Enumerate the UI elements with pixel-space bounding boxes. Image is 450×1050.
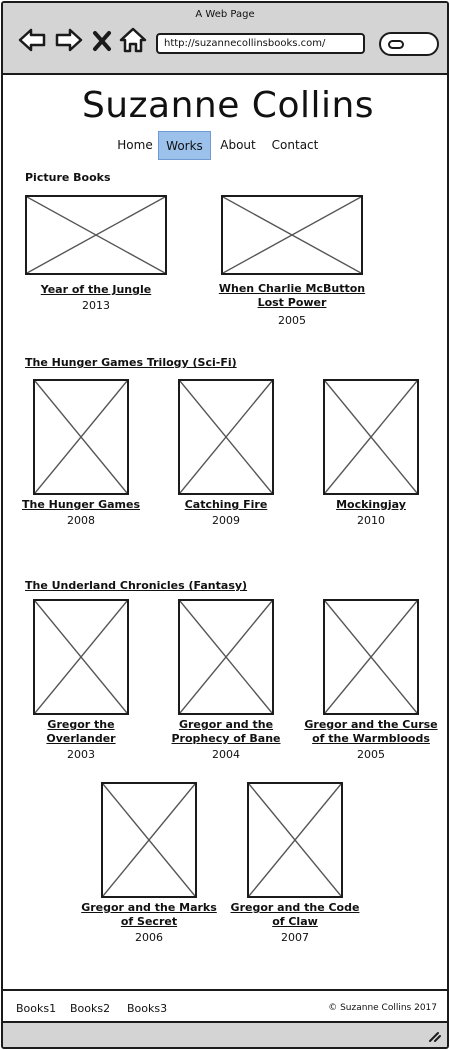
book-cover-placeholder[interactable] <box>178 379 274 495</box>
nav-about[interactable]: About <box>220 138 256 152</box>
image-placeholder-icon <box>103 784 195 896</box>
search-icon <box>388 40 404 49</box>
book-year: 2013 <box>82 299 110 312</box>
image-placeholder-icon <box>223 197 361 273</box>
footer-link-books3[interactable]: Books3 <box>127 1002 168 1015</box>
book-year: 2003 <box>67 748 95 761</box>
book-title-link[interactable]: Gregor and the Code of Claw <box>230 901 360 928</box>
nav-contact[interactable]: Contact <box>271 138 319 152</box>
book-title-link[interactable]: Gregor and the Curse of the Warmbloods <box>304 718 438 745</box>
book-cover-placeholder[interactable] <box>178 599 274 715</box>
search-field[interactable] <box>379 32 439 56</box>
image-placeholder-icon <box>325 381 417 493</box>
image-placeholder-icon <box>27 197 165 273</box>
book-title-link[interactable]: Catching Fire <box>184 498 268 511</box>
book-cover-placeholder[interactable] <box>33 599 129 715</box>
nav-home[interactable]: Home <box>117 138 153 152</box>
book-year: 2009 <box>212 514 240 527</box>
nav-works[interactable]: Works <box>158 131 211 160</box>
book-title-link[interactable]: Year of the Jungle <box>40 283 152 296</box>
book-cover-placeholder[interactable] <box>101 782 197 898</box>
forward-arrow-icon[interactable] <box>54 25 84 55</box>
close-x-icon[interactable] <box>90 25 114 55</box>
book-year: 2005 <box>278 314 306 327</box>
book-cover-placeholder[interactable] <box>33 379 129 495</box>
book-title-link[interactable]: When Charlie McButton Lost Power <box>218 282 366 309</box>
footer-link-books1[interactable]: Books1 <box>16 1002 57 1015</box>
book-cover-placeholder[interactable] <box>25 195 167 275</box>
book-year: 2004 <box>212 748 240 761</box>
status-bar <box>3 1023 447 1047</box>
book-year: 2006 <box>135 931 163 944</box>
section-heading-underland-chronicles[interactable]: The Underland Chronicles (Fantasy) <box>25 579 248 592</box>
book-year: 2008 <box>67 514 95 527</box>
image-placeholder-icon <box>249 784 341 896</box>
section-heading-hunger-games[interactable]: The Hunger Games Trilogy (Sci-Fi) <box>25 356 237 369</box>
main-nav: Home Works About Contact <box>3 131 447 160</box>
book-year: 2007 <box>281 931 309 944</box>
book-cover-placeholder[interactable] <box>221 195 363 275</box>
home-icon[interactable] <box>118 25 148 55</box>
image-placeholder-icon <box>325 601 417 713</box>
window-title: A Web Page <box>195 9 255 20</box>
book-title-link[interactable]: Gregor the Overlander <box>46 718 116 745</box>
url-input[interactable]: http://suzannecollinsbooks.com/ <box>156 33 365 54</box>
book-cover-placeholder[interactable] <box>247 782 343 898</box>
book-year: 2005 <box>357 748 385 761</box>
site-footer: Books1 Books2 Books3 © Suzanne Collins 2… <box>3 989 447 1023</box>
site-title: Suzanne Collins <box>81 85 375 126</box>
image-placeholder-icon <box>35 381 127 493</box>
book-title-link[interactable]: The Hunger Games <box>21 498 140 511</box>
book-year: 2010 <box>357 514 385 527</box>
footer-link-books2[interactable]: Books2 <box>70 1002 111 1015</box>
image-placeholder-icon <box>180 381 272 493</box>
book-cover-placeholder[interactable] <box>323 379 419 495</box>
browser-toolbar: A Web Page http://suzannecollinsbooks.co… <box>3 3 447 75</box>
book-title-link[interactable]: Mockingjay <box>336 498 406 511</box>
copyright-text: © Suzanne Collins 2017 <box>328 1003 437 1013</box>
image-placeholder-icon <box>35 601 127 713</box>
book-title-link[interactable]: Gregor and the Prophecy of Bane <box>171 718 281 745</box>
resize-grip-icon[interactable] <box>427 1030 441 1042</box>
image-placeholder-icon <box>180 601 272 713</box>
back-arrow-icon[interactable] <box>17 25 47 55</box>
book-cover-placeholder[interactable] <box>323 599 419 715</box>
section-heading-picture-books: Picture Books <box>25 171 111 184</box>
book-title-link[interactable]: Gregor and the Marks of Secret <box>81 901 217 928</box>
